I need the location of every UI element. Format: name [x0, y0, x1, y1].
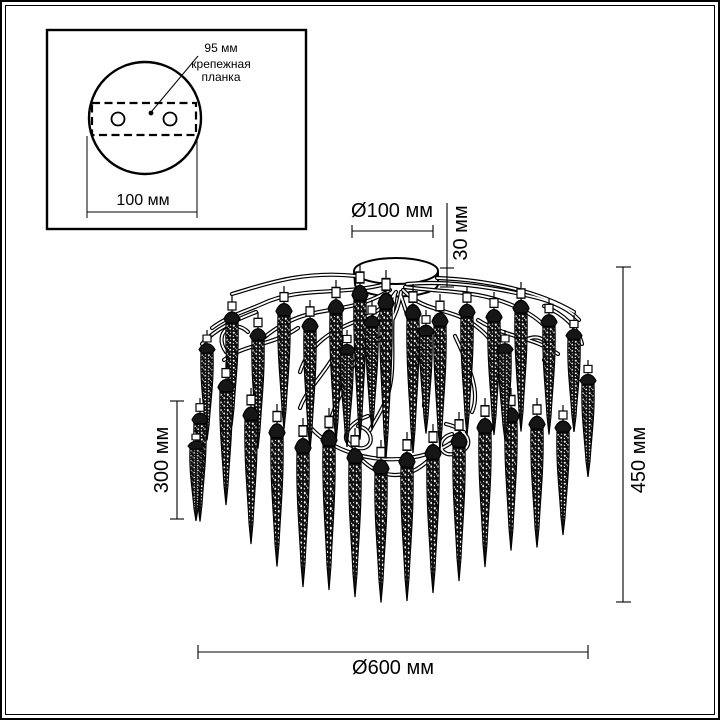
mounting-bracket-label: крепежная планка [191, 57, 251, 85]
mounting-hole-right [162, 111, 178, 127]
hole-spacing-label: 95 мм [204, 41, 238, 55]
side-drop-length-dimension [170, 400, 184, 520]
bracket-leader-line [151, 55, 199, 112]
mounting-circle [87, 60, 203, 176]
total-height-dimension [616, 266, 631, 603]
canopy-height-dimension [440, 203, 454, 288]
mounting-bracket-dashed [90, 101, 198, 137]
canopy-diameter-label: Ø100 мм [351, 200, 433, 222]
fixture-diameter-label: Ø600 мм [352, 657, 434, 679]
mounting-plate-diagram [45, 28, 308, 231]
chandelier-illustration [187, 257, 597, 604]
bracket-center-dot [148, 110, 154, 116]
total-height-label: 450 мм [628, 426, 650, 494]
side-drop-length-label: 300 мм [151, 426, 173, 494]
dimension-lines [170, 203, 631, 659]
plate-width-label: 100 мм [116, 192, 170, 209]
canopy-diameter-dimension [351, 225, 434, 238]
inset-width-dimension [86, 136, 198, 218]
fixture-diameter-dimension [197, 645, 589, 659]
canopy-height-label: 30 мм [450, 205, 472, 261]
inset-box [45, 28, 308, 231]
mounting-hole-left [110, 111, 126, 127]
